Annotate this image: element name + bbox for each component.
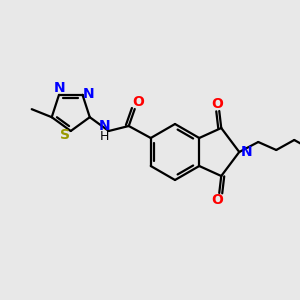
Text: O: O [132,95,144,109]
Text: N: N [83,87,94,101]
Text: O: O [211,193,223,207]
Text: H: H [100,130,110,142]
Text: O: O [211,97,223,111]
Text: N: N [99,119,111,133]
Text: N: N [240,145,252,159]
Text: N: N [54,81,66,95]
Text: S: S [60,128,70,142]
